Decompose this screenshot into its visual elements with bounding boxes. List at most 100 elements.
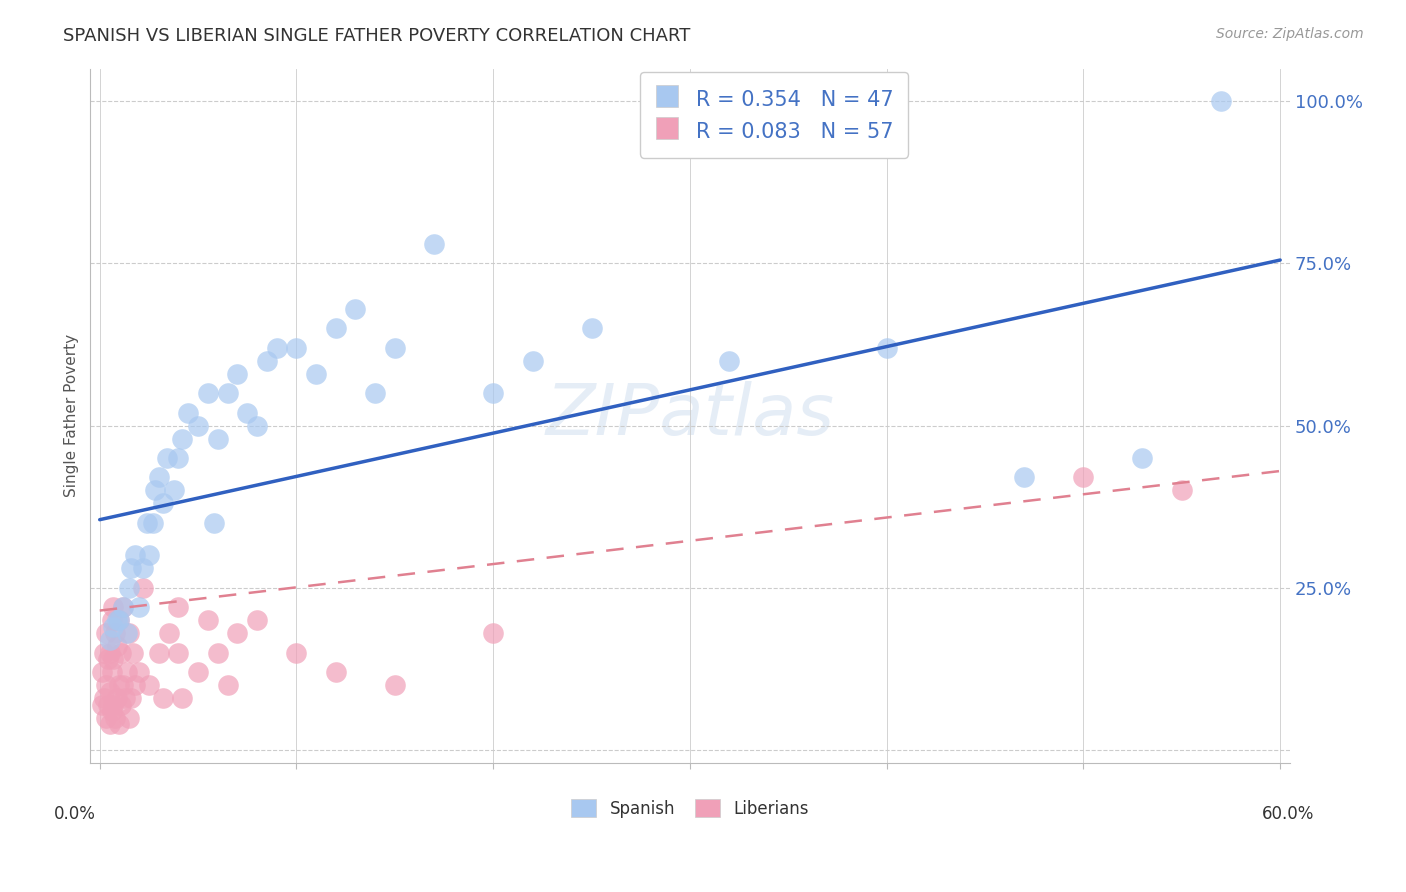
Point	[100, 665, 122, 680]
Point	[207, 646, 229, 660]
Point	[94, 711, 117, 725]
Point	[1132, 450, 1154, 465]
Point	[107, 613, 129, 627]
Point	[100, 704, 122, 718]
Point	[103, 698, 125, 712]
Text: SPANISH VS LIBERIAN SINGLE FATHER POVERTY CORRELATION CHART: SPANISH VS LIBERIAN SINGLE FATHER POVERT…	[63, 27, 690, 45]
Point	[152, 496, 174, 510]
Point	[197, 613, 219, 627]
Point	[135, 516, 157, 530]
Point	[285, 646, 308, 660]
Point	[217, 678, 239, 692]
Point	[128, 600, 150, 615]
Point	[118, 626, 141, 640]
Point	[104, 711, 127, 725]
Point	[187, 418, 209, 433]
Point	[718, 353, 741, 368]
Point	[325, 665, 347, 680]
Text: 0.0%: 0.0%	[53, 805, 96, 822]
Point	[157, 626, 180, 640]
Point	[167, 646, 190, 660]
Point	[876, 341, 898, 355]
Point	[94, 678, 117, 692]
Point	[128, 665, 150, 680]
Point	[114, 691, 136, 706]
Point	[163, 483, 186, 498]
Point	[104, 626, 127, 640]
Point	[246, 613, 269, 627]
Point	[167, 450, 190, 465]
Point	[256, 353, 278, 368]
Point	[1073, 470, 1095, 484]
Point	[118, 711, 141, 725]
Point	[108, 613, 131, 627]
Point	[167, 600, 190, 615]
Point	[148, 470, 170, 484]
Point	[148, 646, 170, 660]
Point	[384, 678, 406, 692]
Point	[110, 646, 132, 660]
Point	[581, 321, 603, 335]
Point	[132, 561, 155, 575]
Point	[217, 386, 239, 401]
Point	[100, 613, 122, 627]
Point	[110, 698, 132, 712]
Point	[108, 613, 131, 627]
Point	[98, 684, 121, 698]
Legend: Spanish, Liberians: Spanish, Liberians	[564, 793, 815, 824]
Point	[207, 432, 229, 446]
Point	[112, 678, 135, 692]
Point	[112, 600, 135, 615]
Point	[143, 483, 166, 498]
Point	[142, 516, 165, 530]
Point	[155, 450, 177, 465]
Point	[120, 691, 142, 706]
Point	[122, 646, 145, 660]
Point	[325, 321, 347, 335]
Text: ZIPatlas: ZIPatlas	[546, 381, 834, 450]
Point	[98, 632, 121, 647]
Point	[124, 678, 146, 692]
Point	[103, 620, 125, 634]
Point	[202, 516, 225, 530]
Point	[285, 341, 308, 355]
Point	[305, 367, 328, 381]
Point	[120, 561, 142, 575]
Point	[522, 353, 544, 368]
Point	[138, 678, 160, 692]
Point	[103, 652, 125, 666]
Point	[93, 646, 115, 660]
Text: Source: ZipAtlas.com: Source: ZipAtlas.com	[1216, 27, 1364, 41]
Point	[138, 549, 160, 563]
Point	[103, 600, 125, 615]
Point	[226, 367, 249, 381]
Point	[97, 652, 120, 666]
Point	[266, 341, 288, 355]
Point	[226, 626, 249, 640]
Point	[384, 341, 406, 355]
Point	[246, 418, 269, 433]
Point	[172, 432, 194, 446]
Point	[107, 691, 129, 706]
Point	[108, 678, 131, 692]
Point	[90, 665, 112, 680]
Point	[124, 549, 146, 563]
Point	[423, 236, 446, 251]
Point	[117, 665, 139, 680]
Point	[1171, 483, 1194, 498]
Point	[98, 646, 121, 660]
Point	[177, 406, 200, 420]
Point	[118, 581, 141, 595]
Point	[236, 406, 259, 420]
Point	[117, 626, 139, 640]
Point	[90, 698, 112, 712]
Text: 60.0%: 60.0%	[1261, 805, 1315, 822]
Point	[482, 626, 505, 640]
Point	[94, 626, 117, 640]
Point	[1014, 470, 1036, 484]
Point	[107, 640, 129, 654]
Point	[98, 717, 121, 731]
Point	[187, 665, 209, 680]
Y-axis label: Single Father Poverty: Single Father Poverty	[63, 334, 79, 498]
Point	[197, 386, 219, 401]
